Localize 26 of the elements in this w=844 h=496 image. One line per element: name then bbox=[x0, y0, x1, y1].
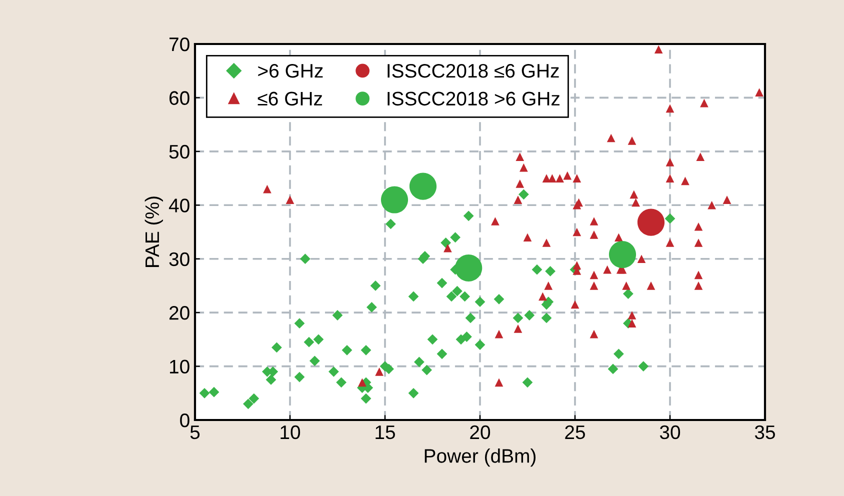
y-tick-label: 30 bbox=[169, 252, 190, 266]
legend-label: >6 GHz bbox=[258, 64, 323, 78]
legend-label: ≤6 GHz bbox=[258, 92, 322, 106]
y-tick-label: 50 bbox=[169, 144, 190, 159]
point bbox=[637, 208, 665, 236]
y-tick-label: 40 bbox=[168, 198, 190, 212]
x-tick-label: 15 bbox=[376, 426, 395, 440]
y-tick-label: 10 bbox=[170, 360, 190, 374]
x-tick-label: 10 bbox=[280, 425, 300, 440]
x-axis-title: Power (dBm) bbox=[424, 448, 536, 467]
x-tick-label: 35 bbox=[754, 425, 775, 440]
y-axis-title: PAE (%) bbox=[144, 196, 163, 267]
y-tick-label: 60 bbox=[170, 91, 190, 105]
point bbox=[409, 172, 437, 200]
legend-label: ISSCC2018 >6 GHz bbox=[388, 92, 560, 106]
x-tick-label: 30 bbox=[660, 425, 680, 440]
legend-label: ISSCC2018 ≤6 GHz bbox=[388, 64, 559, 78]
point bbox=[380, 186, 408, 214]
y-tick-label: 0 bbox=[180, 413, 190, 428]
y-tick-label: 20 bbox=[169, 306, 190, 320]
x-tick-label: 5 bbox=[190, 426, 200, 440]
point bbox=[608, 241, 636, 268]
x-tick-label: 20 bbox=[470, 425, 490, 440]
y-tick-label: 70 bbox=[170, 37, 190, 52]
x-tick-label: 25 bbox=[565, 425, 585, 440]
point bbox=[455, 254, 482, 282]
